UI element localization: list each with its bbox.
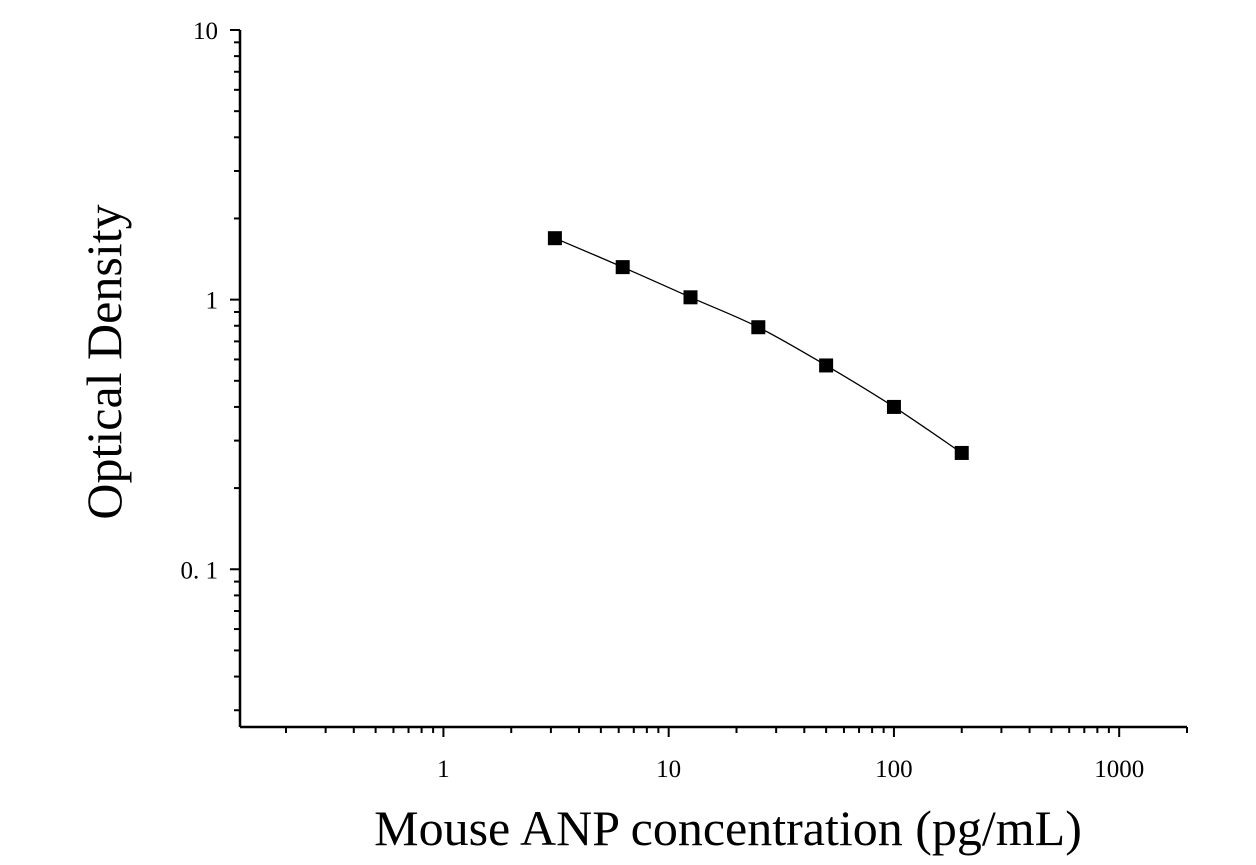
- y-axis: 0. 1 1 10: [181, 18, 242, 727]
- y-axis-ticks: [230, 29, 240, 712]
- data-point: [954, 445, 969, 460]
- y-axis-title: Optical Density: [76, 204, 132, 519]
- y-axis-tick-labels: 0. 1 1 10: [181, 18, 219, 584]
- x-axis-ticks: [284, 727, 1188, 737]
- x-axis: 1 10 100 1000: [240, 725, 1188, 783]
- x-tick-label: 1000: [1094, 756, 1144, 783]
- data-point: [683, 290, 698, 305]
- y-tick-label: 0. 1: [181, 557, 219, 584]
- data-point: [751, 320, 766, 335]
- data-point: [615, 260, 630, 275]
- data-point: [547, 231, 562, 246]
- x-axis-tick-labels: 1 10 100 1000: [437, 756, 1144, 783]
- y-tick-label: 10: [193, 18, 218, 45]
- data-point: [886, 399, 901, 414]
- x-tick-label: 10: [656, 756, 681, 783]
- data-points: [547, 231, 969, 460]
- data-point: [819, 358, 834, 373]
- x-axis-title: Mouse ANP concentration (pg/mL): [374, 800, 1082, 856]
- x-tick-label: 100: [875, 756, 913, 783]
- y-tick-label: 1: [206, 288, 219, 315]
- x-tick-label: 1: [437, 756, 450, 783]
